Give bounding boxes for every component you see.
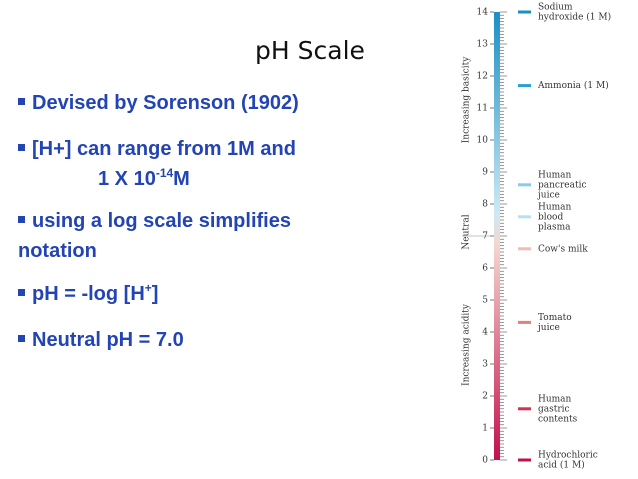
tick-label: 8 [482, 200, 488, 210]
marker-label: juice [537, 190, 560, 200]
bullet-line: 1 X 10-14M [18, 164, 296, 194]
marker-label: blood [538, 212, 563, 222]
marker [518, 215, 531, 219]
superscript: + [144, 281, 152, 295]
bullet-text: 1 X 10 [98, 168, 156, 190]
tick-label: 6 [482, 264, 488, 274]
bullet-marker [18, 216, 25, 223]
bullet-text: Neutral pH = 7.0 [32, 329, 184, 351]
tick-label: 14 [477, 8, 489, 18]
bullet: Neutral pH = 7.0 [18, 325, 184, 355]
tick-label: 10 [477, 136, 489, 146]
bullet-text: [H+] can range from 1M and [32, 138, 296, 160]
scale-bar [494, 12, 500, 460]
tick-label: 1 [482, 424, 488, 434]
bullet: [H+] can range from 1M and 1 X 10-14M [18, 134, 296, 194]
marker [518, 407, 531, 411]
bullet-text: notation [18, 240, 97, 262]
marker [518, 10, 531, 14]
slide-title: pH Scale [255, 36, 365, 65]
marker [518, 320, 531, 324]
marker-label: Cow's milk [538, 244, 588, 254]
tick-label: 5 [482, 296, 488, 306]
marker-label: juice [537, 323, 560, 333]
marker-label: Hydrochloric [538, 451, 598, 461]
bullet-marker [18, 335, 25, 342]
bullet: Devised by Sorenson (1902) [18, 88, 299, 118]
marker-label: Human [538, 394, 572, 404]
tick-label: 9 [482, 168, 488, 178]
bullet-marker [18, 289, 25, 296]
bullet-text: Devised by Sorenson (1902) [32, 92, 299, 114]
axis-label: Increasing acidity [462, 303, 472, 386]
marker-label: Human [538, 202, 572, 212]
marker-label: plasma [538, 222, 571, 232]
bullet-text: using a log scale simplifies [32, 210, 291, 232]
marker [518, 84, 531, 88]
axis-label: Increasing basicity [462, 56, 472, 143]
tick-label: 0 [482, 456, 488, 466]
bullet-marker [18, 144, 25, 151]
marker [518, 183, 531, 187]
bullet-marker [18, 98, 25, 105]
axis-label: Neutral [462, 214, 472, 249]
bullet: pH = -log [H+] [18, 279, 158, 309]
tick-label: 7 [482, 232, 488, 242]
marker [518, 247, 531, 251]
bullet-line: notation [18, 236, 291, 266]
marker [518, 458, 531, 462]
marker-label: acid (1 M) [538, 460, 585, 471]
marker-label: Human [538, 170, 572, 180]
marker-label: contents [538, 414, 578, 424]
marker-label: hydroxide (1 M) [538, 12, 611, 23]
bullet-text: pH = -log [H [32, 283, 145, 305]
tick-label: 4 [482, 328, 488, 338]
superscript: -14 [155, 166, 174, 180]
marker-label: Sodium [538, 3, 573, 13]
tick-label: 2 [482, 392, 488, 402]
bullet-text: ] [151, 283, 159, 305]
marker-label: Tomato [538, 313, 572, 323]
tick-label: 11 [477, 104, 488, 114]
bullet: using a log scale simplifies notation [18, 206, 291, 266]
tick-label: 3 [482, 360, 488, 370]
tick-label: 12 [477, 72, 488, 82]
bullet-text: M [173, 168, 190, 190]
marker-label: pancreatic [538, 180, 587, 190]
tick-label: 13 [477, 40, 489, 50]
marker-label: gastric [538, 404, 570, 414]
marker-label: Ammonia (1 M) [537, 80, 609, 91]
